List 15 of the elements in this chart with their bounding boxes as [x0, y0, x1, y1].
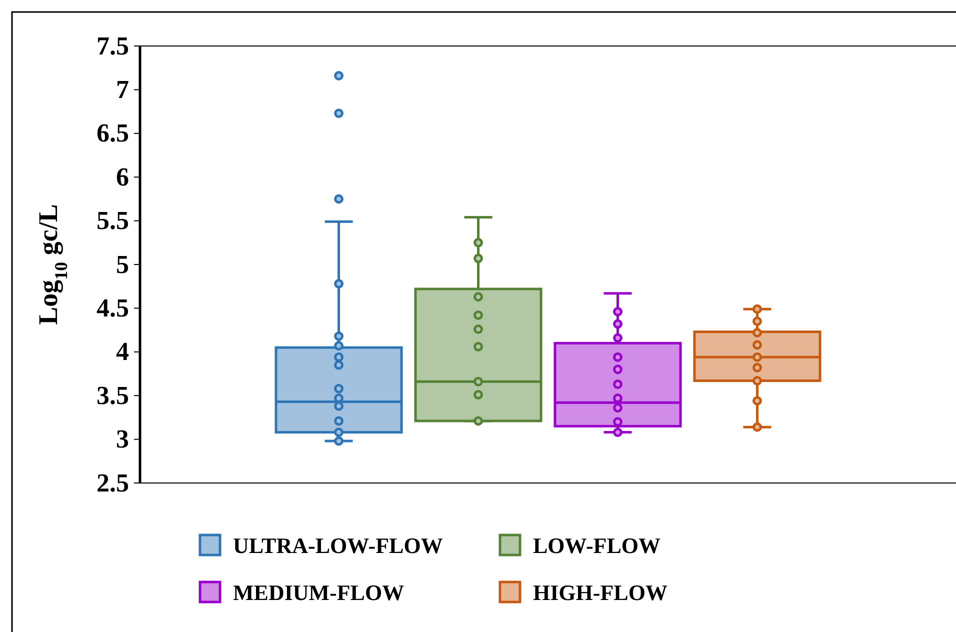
legend-label: ULTRA-LOW-FLOW: [233, 533, 443, 558]
y-tick-label: 6: [116, 162, 129, 192]
legend-label: MEDIUM-FLOW: [233, 580, 404, 605]
y-tick-label: 3: [116, 424, 129, 454]
y-tick-label: 3.5: [96, 380, 129, 410]
y-tick-label: 7.5: [96, 31, 129, 60]
y-tick-label: 5: [116, 250, 129, 279]
y-tick-label: 7: [116, 75, 129, 104]
legend-label: LOW-FLOW: [533, 533, 661, 558]
y-tick-label: 5.5: [96, 206, 129, 236]
y-tick-label: 2.5: [96, 468, 129, 498]
y-tick-label: 6.5: [96, 118, 129, 148]
y-tick-label: 4: [116, 337, 129, 366]
y-tick-label: 4.5: [96, 294, 129, 323]
legend-label: HIGH-FLOW: [533, 580, 668, 605]
